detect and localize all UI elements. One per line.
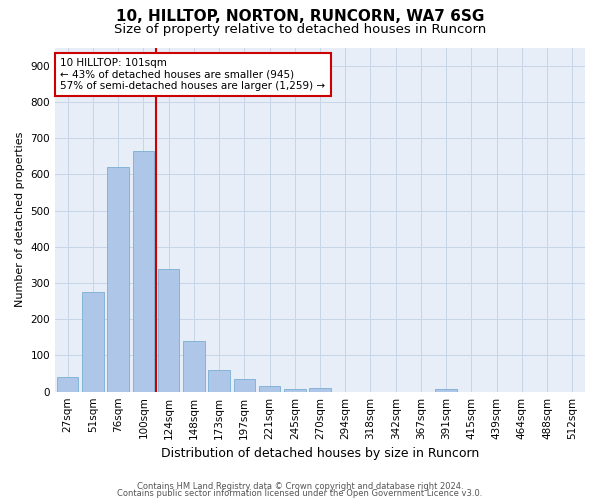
Y-axis label: Number of detached properties: Number of detached properties — [15, 132, 25, 308]
Bar — [259, 386, 280, 392]
Bar — [233, 379, 255, 392]
Bar — [284, 389, 305, 392]
Bar — [107, 167, 129, 392]
Bar — [133, 151, 154, 392]
Text: 10 HILLTOP: 101sqm
← 43% of detached houses are smaller (945)
57% of semi-detach: 10 HILLTOP: 101sqm ← 43% of detached hou… — [61, 58, 325, 91]
Bar — [57, 377, 79, 392]
X-axis label: Distribution of detached houses by size in Runcorn: Distribution of detached houses by size … — [161, 447, 479, 460]
Bar — [436, 389, 457, 392]
Bar — [158, 268, 179, 392]
Text: Contains HM Land Registry data © Crown copyright and database right 2024.: Contains HM Land Registry data © Crown c… — [137, 482, 463, 491]
Bar — [183, 341, 205, 392]
Text: 10, HILLTOP, NORTON, RUNCORN, WA7 6SG: 10, HILLTOP, NORTON, RUNCORN, WA7 6SG — [116, 9, 484, 24]
Bar — [208, 370, 230, 392]
Bar — [309, 388, 331, 392]
Text: Contains public sector information licensed under the Open Government Licence v3: Contains public sector information licen… — [118, 489, 482, 498]
Text: Size of property relative to detached houses in Runcorn: Size of property relative to detached ho… — [114, 22, 486, 36]
Bar — [82, 292, 104, 392]
